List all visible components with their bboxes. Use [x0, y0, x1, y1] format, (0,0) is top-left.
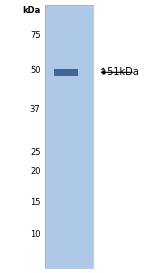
Bar: [45, 5, 93, 268]
Text: 37: 37: [30, 105, 40, 114]
Text: kDa: kDa: [22, 7, 40, 15]
Text: ↑51kDa: ↑51kDa: [99, 67, 139, 77]
Text: 25: 25: [30, 149, 40, 157]
Text: 10: 10: [30, 230, 40, 239]
Text: 20: 20: [30, 168, 40, 176]
Text: 75: 75: [30, 31, 40, 40]
Bar: [45, 5, 93, 268]
Text: 15: 15: [30, 198, 40, 206]
Text: 50: 50: [30, 67, 40, 75]
Bar: [54, 69, 78, 76]
